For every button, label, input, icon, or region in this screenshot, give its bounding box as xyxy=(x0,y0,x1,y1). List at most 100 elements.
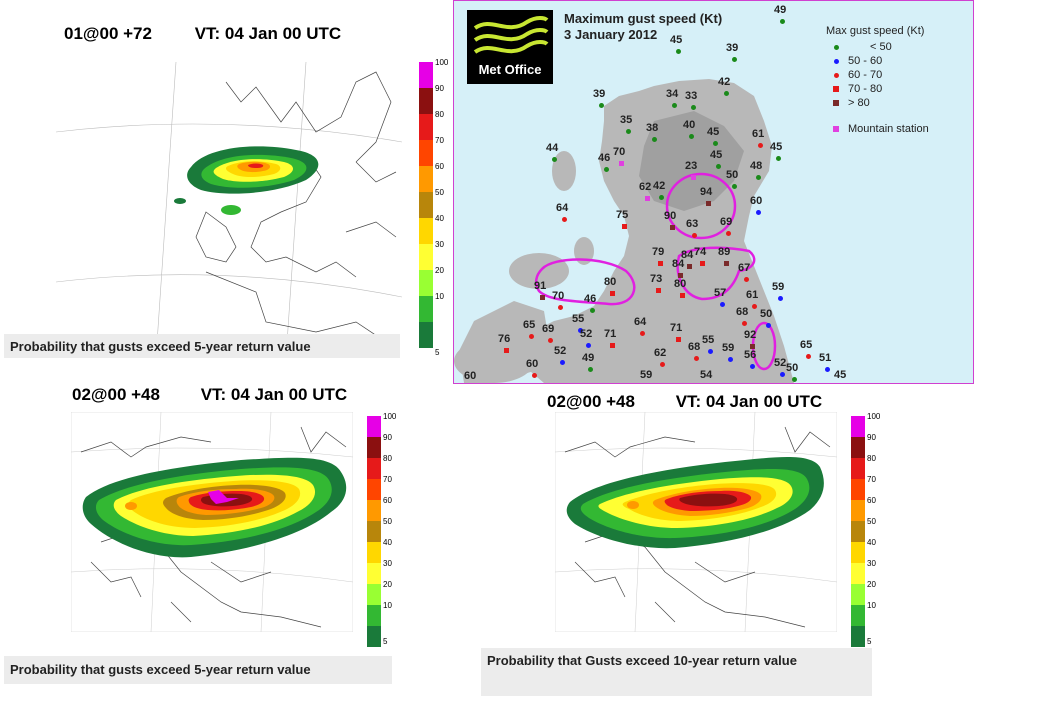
station-dot-icon xyxy=(752,304,757,309)
station-dot-icon xyxy=(562,217,567,222)
station-value: 80 xyxy=(604,276,617,288)
panel3-valid-time: VT: 04 Jan 00 UTC xyxy=(675,392,823,411)
station-value: 57 xyxy=(714,287,727,299)
station-square-icon xyxy=(678,273,683,278)
station-value: 84 xyxy=(681,249,694,261)
colorbar-tick: 90 xyxy=(383,433,392,442)
station-observation: 35 xyxy=(620,115,644,137)
station-dot-icon xyxy=(756,175,761,180)
colorbar-tick: 70 xyxy=(435,136,444,145)
station-observation: 80 xyxy=(604,277,628,299)
panel2-map xyxy=(71,412,353,632)
metoffice-gust-map: Met Office Maximum gust speed (Kt) 3 Jan… xyxy=(453,0,974,384)
station-observation: 70 xyxy=(613,147,637,169)
station-observation: 45 xyxy=(707,127,731,149)
station-value: 49 xyxy=(774,4,787,16)
station-value: 50 xyxy=(726,169,739,181)
legend-item: > 80 xyxy=(826,97,966,111)
station-observation: 89 xyxy=(718,247,742,269)
station-value: 40 xyxy=(683,119,696,131)
station-observations: 49 45 39 42 39 34 33 35 38 40 45 61 45 44 70 46 23 45 48 50… xyxy=(454,1,973,383)
station-square-icon xyxy=(658,261,663,266)
station-observation: 48 xyxy=(750,161,774,183)
station-value: 42 xyxy=(653,180,666,192)
panel2-caption: Probability that gusts exceed 5-year ret… xyxy=(4,656,392,684)
station-value: 64 xyxy=(556,202,569,214)
station-value: 45 xyxy=(834,369,847,381)
station-value: 45 xyxy=(710,149,723,161)
station-dot-icon xyxy=(676,49,681,54)
station-value: 67 xyxy=(738,262,751,274)
station-value: 63 xyxy=(686,218,699,230)
station-observation: 68 xyxy=(736,307,760,329)
station-observation: 39 xyxy=(726,43,750,65)
station-observation: 44 xyxy=(546,143,570,165)
colorbar-tick: 30 xyxy=(867,559,876,568)
station-observation: 60 xyxy=(750,196,774,218)
station-value: 60 xyxy=(750,195,763,207)
station-value: 45 xyxy=(770,141,783,153)
station-dot-icon xyxy=(792,377,797,382)
station-dot-icon xyxy=(691,105,696,110)
metoffice-title: Maximum gust speed (Kt) xyxy=(564,11,723,26)
colorbar-tick: 5 xyxy=(435,348,440,357)
station-square-icon xyxy=(622,224,627,229)
station-dot-icon xyxy=(548,338,553,343)
station-dot-icon xyxy=(599,103,604,108)
panel3-colorbar-ticks: 100 90 80 70 60 50 40 30 20 10 5 xyxy=(867,412,887,647)
station-observation: 73 xyxy=(650,274,674,296)
panel1-map xyxy=(56,62,402,358)
station-observation: 62 xyxy=(654,348,678,370)
legend-label: 50 - 60 xyxy=(848,55,883,67)
station-value: 38 xyxy=(646,122,659,134)
station-observation: 50 xyxy=(726,170,750,192)
station-dot-icon xyxy=(552,157,557,162)
legend-label: > 80 xyxy=(848,97,870,109)
station-value: 33 xyxy=(685,90,698,102)
station-value: 55 xyxy=(702,334,715,346)
legend-dot-icon xyxy=(834,45,839,50)
colorbar-tick: 100 xyxy=(383,412,397,421)
station-observation: 59 xyxy=(722,343,746,365)
colorbar-tick: 60 xyxy=(435,162,444,171)
station-observation: 49 xyxy=(774,5,798,27)
station-value: 71 xyxy=(604,328,617,340)
colorbar-tick: 90 xyxy=(435,84,444,93)
station-observation: 33 xyxy=(685,91,709,113)
station-observation: 50 xyxy=(786,362,810,383)
panel2-header: 02@00 +48 VT: 04 Jan 00 UTC xyxy=(72,385,347,405)
panel3-colorbar xyxy=(851,416,865,647)
station-observation: 60 xyxy=(526,359,550,381)
station-observation: 40 xyxy=(683,120,707,142)
colorbar-tick: 5 xyxy=(867,637,872,646)
metoffice-logo-text: Met Office xyxy=(478,62,542,77)
station-dot-icon xyxy=(728,357,733,362)
station-value: 76 xyxy=(498,333,511,345)
station-value: 90 xyxy=(664,210,677,222)
station-square-icon xyxy=(687,264,692,269)
panel1-colorbar-ticks: 100 90 80 70 60 50 40 30 20 10 5 xyxy=(435,58,455,358)
station-square-icon xyxy=(724,261,729,266)
station-value: 69 xyxy=(542,323,555,335)
station-value: 65 xyxy=(800,339,813,351)
station-dot-icon xyxy=(750,364,755,369)
station-dot-icon xyxy=(708,349,713,354)
station-value: 50 xyxy=(786,362,799,374)
station-square-icon xyxy=(750,344,755,349)
station-value: 55 xyxy=(572,313,585,325)
station-square-icon xyxy=(676,337,681,342)
station-observation: 76 xyxy=(498,334,522,356)
station-value: 94 xyxy=(700,186,713,198)
station-value: 51 xyxy=(819,352,832,364)
station-value: 80 xyxy=(674,278,687,290)
station-value: 68 xyxy=(736,306,749,318)
panel2-run: 02@00 +48 xyxy=(72,385,160,404)
station-value: 70 xyxy=(613,146,626,158)
station-value: 39 xyxy=(593,88,606,100)
station-observation: 94 xyxy=(700,187,724,209)
station-observation: 71 xyxy=(604,329,628,351)
station-dot-icon xyxy=(532,373,537,378)
station-dot-icon xyxy=(780,19,785,24)
panel2-colorbar-ticks: 100 90 80 70 60 50 40 30 20 10 5 xyxy=(383,412,403,647)
station-dot-icon xyxy=(586,343,591,348)
